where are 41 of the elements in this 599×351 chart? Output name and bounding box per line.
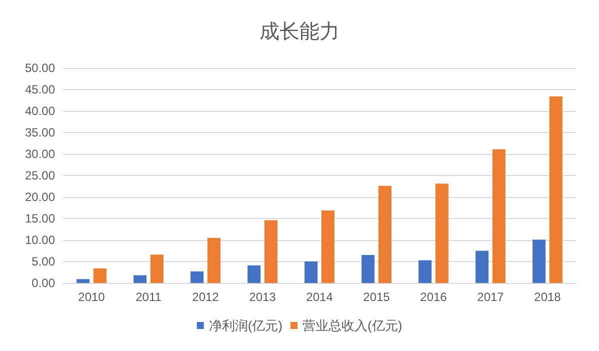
y-tick-label: 0.00	[32, 276, 56, 290]
bar	[248, 265, 261, 283]
bar	[304, 262, 318, 283]
bar	[492, 149, 506, 283]
x-tick-label: 2016	[420, 290, 448, 304]
y-tick-label: 45.00	[24, 82, 56, 96]
legend-label: 营业总收入(亿元)	[302, 318, 402, 333]
bar	[549, 96, 562, 283]
bar	[93, 268, 106, 283]
y-tick-label: 35.00	[24, 126, 56, 140]
y-tick-label: 30.00	[24, 147, 56, 161]
y-tick-label: 40.00	[24, 104, 56, 118]
x-tick-label: 2014	[306, 290, 334, 304]
bar	[435, 184, 448, 283]
bar	[207, 238, 220, 283]
bar	[134, 275, 147, 283]
bar	[476, 250, 489, 283]
bar	[362, 255, 375, 283]
y-tick-label: 50.00	[24, 61, 56, 75]
chart-title: 成长能力	[260, 19, 340, 43]
bar	[150, 254, 164, 283]
bar	[264, 220, 278, 283]
bar	[76, 279, 90, 283]
x-tick-label: 2010	[78, 290, 106, 304]
y-tick-label: 25.00	[24, 168, 56, 182]
y-tick-label: 15.00	[24, 212, 56, 226]
y-tick-label: 20.00	[24, 190, 56, 204]
bar	[321, 210, 334, 283]
x-tick-label: 2018	[534, 290, 562, 304]
x-tick-label: 2013	[249, 290, 276, 304]
x-tick-label: 2017	[477, 290, 504, 304]
x-tick-label: 2015	[363, 290, 390, 304]
x-tick-label: 2011	[136, 290, 162, 304]
bar	[418, 260, 432, 283]
bar	[190, 271, 204, 283]
bar	[532, 240, 546, 283]
x-tick-label: 2012	[192, 290, 220, 304]
legend-label: 净利润(亿元)	[208, 318, 283, 333]
y-tick-label: 10.00	[24, 233, 56, 247]
bar	[378, 186, 392, 283]
y-tick-label: 5.00	[32, 254, 56, 268]
